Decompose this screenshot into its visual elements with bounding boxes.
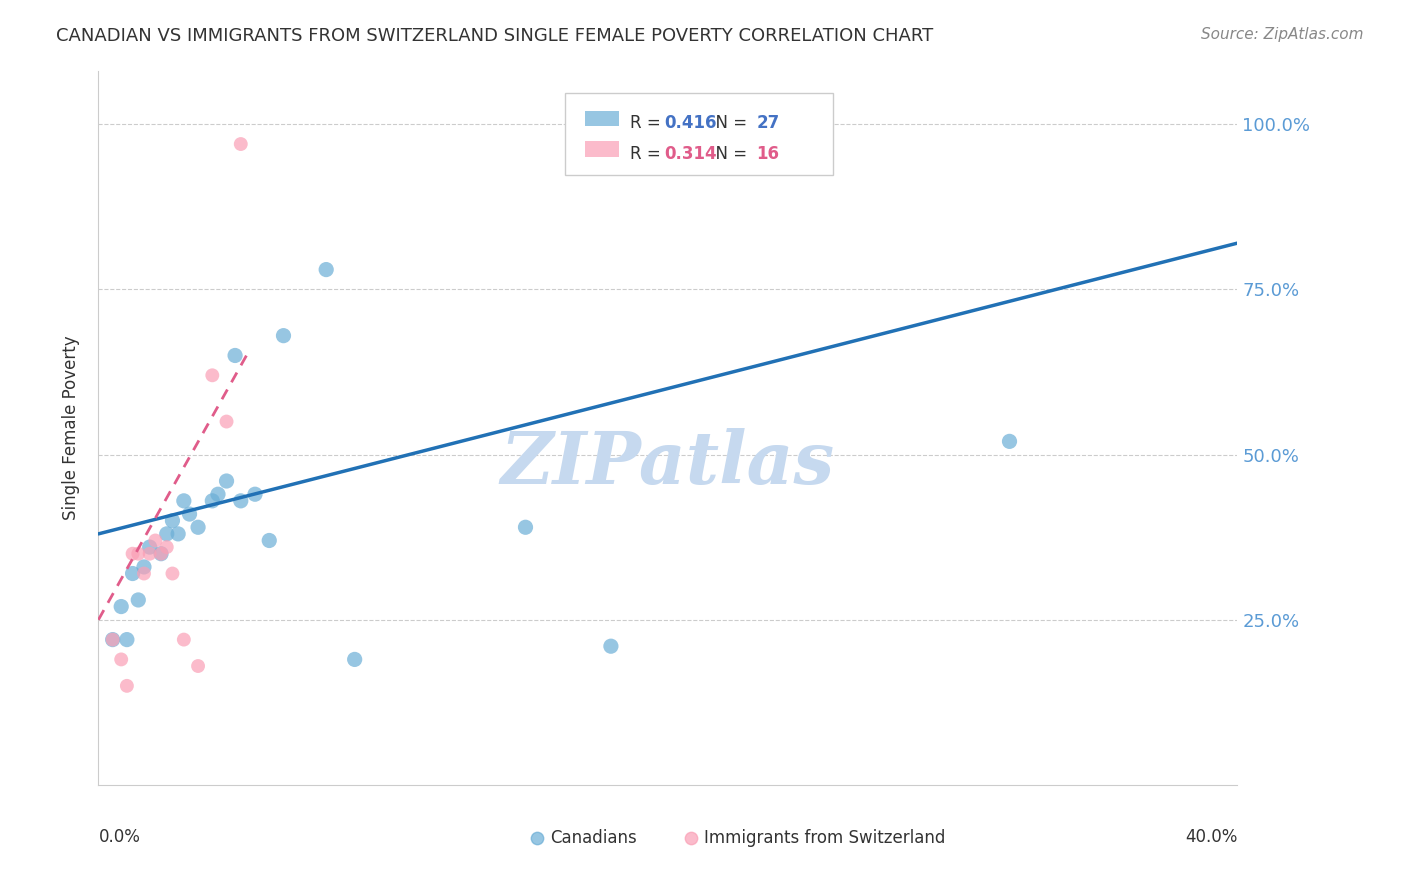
Point: [156, 540, 179, 554]
Text: Canadians: Canadians: [551, 830, 637, 847]
Point: [132, 560, 155, 574]
Point: [121, 566, 143, 581]
Point: [145, 533, 167, 548]
Point: [207, 487, 229, 501]
Point: [998, 434, 1021, 449]
Point: [273, 328, 295, 343]
Bar: [585, 141, 619, 157]
Text: CANADIAN VS IMMIGRANTS FROM SWITZERLAND SINGLE FEMALE POVERTY CORRELATION CHART: CANADIAN VS IMMIGRANTS FROM SWITZERLAND …: [56, 27, 934, 45]
Point: [187, 520, 209, 534]
Point: [150, 547, 173, 561]
Text: 0.314: 0.314: [665, 145, 717, 163]
Point: [121, 547, 143, 561]
Point: [150, 547, 173, 561]
Text: 16: 16: [756, 145, 780, 163]
Point: [132, 566, 155, 581]
Point: [101, 632, 124, 647]
Point: [215, 415, 238, 429]
Text: R =: R =: [630, 145, 666, 163]
Point: [243, 487, 266, 501]
Point: [162, 566, 184, 581]
Point: [162, 514, 184, 528]
Point: [600, 639, 623, 653]
Bar: [585, 111, 619, 127]
Point: [229, 136, 252, 151]
Text: N =: N =: [706, 145, 752, 163]
Point: [138, 547, 160, 561]
Point: [127, 593, 149, 607]
Point: [187, 659, 209, 673]
Text: N =: N =: [706, 114, 752, 132]
Point: [173, 632, 195, 647]
Text: 27: 27: [756, 114, 780, 132]
Point: [167, 527, 190, 541]
Point: [156, 527, 179, 541]
Point: [201, 368, 224, 383]
Text: R =: R =: [630, 114, 666, 132]
Point: [259, 533, 281, 548]
Point: [224, 349, 246, 363]
Point: [201, 493, 224, 508]
Point: [115, 632, 138, 647]
Text: 40.0%: 40.0%: [1185, 828, 1237, 846]
Point: [1184, 828, 1206, 842]
Point: [315, 262, 337, 277]
Point: [215, 474, 238, 488]
FancyBboxPatch shape: [565, 93, 832, 175]
Point: [173, 493, 195, 508]
Point: [110, 652, 132, 666]
Point: [101, 632, 124, 647]
Point: [343, 652, 366, 666]
Text: ZIPatlas: ZIPatlas: [501, 428, 835, 500]
Point: [179, 507, 201, 521]
Point: [515, 520, 537, 534]
Text: 0.0%: 0.0%: [98, 828, 141, 846]
Point: [138, 540, 160, 554]
Y-axis label: Single Female Poverty: Single Female Poverty: [62, 336, 80, 520]
Text: Source: ZipAtlas.com: Source: ZipAtlas.com: [1201, 27, 1364, 42]
Point: [127, 547, 149, 561]
Text: Immigrants from Switzerland: Immigrants from Switzerland: [704, 830, 946, 847]
Point: [110, 599, 132, 614]
Point: [229, 493, 252, 508]
Point: [115, 679, 138, 693]
Text: 0.416: 0.416: [665, 114, 717, 132]
